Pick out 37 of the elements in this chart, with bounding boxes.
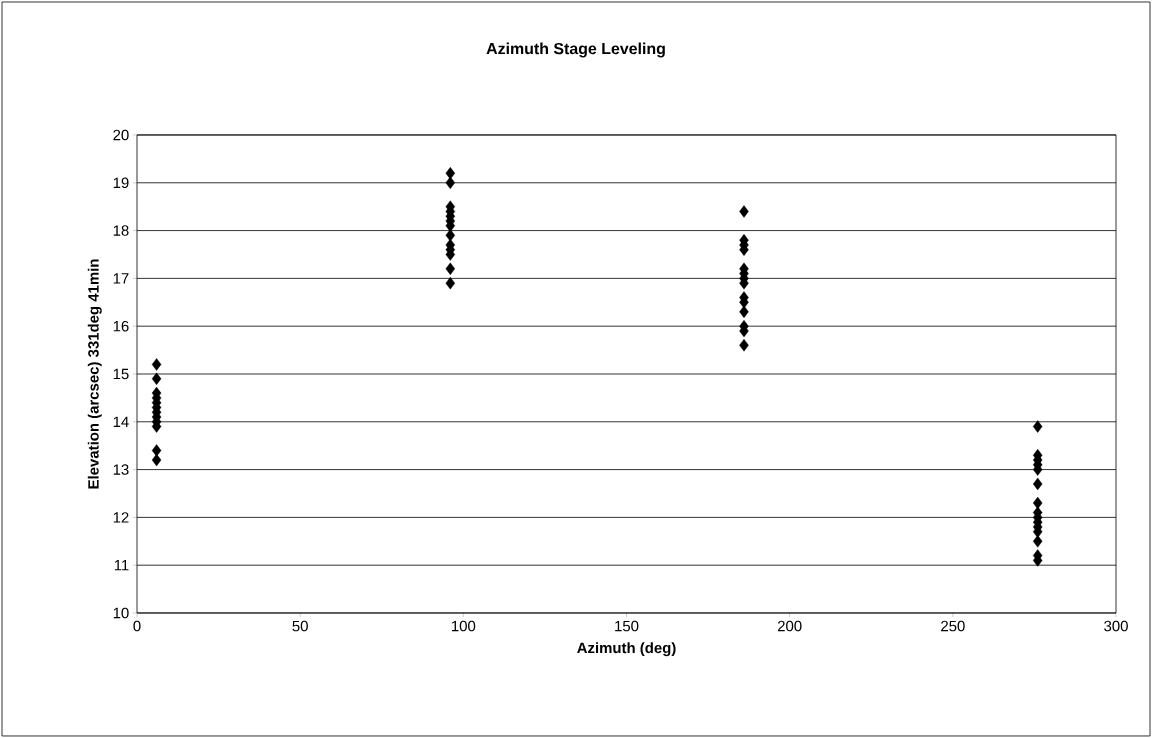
y-tick-label: 13 bbox=[113, 464, 129, 475]
point bbox=[151, 372, 162, 385]
point bbox=[739, 339, 749, 352]
point bbox=[1032, 477, 1043, 491]
y-tick-label: 16 bbox=[113, 320, 129, 332]
y-tick-label: 11 bbox=[114, 560, 129, 571]
point bbox=[445, 276, 455, 290]
point bbox=[1032, 496, 1043, 510]
y-tick-label: 18 bbox=[113, 225, 129, 236]
x-tick-label: 50 bbox=[292, 620, 308, 632]
point bbox=[151, 358, 162, 371]
point bbox=[151, 453, 162, 467]
point bbox=[739, 305, 749, 319]
y-tick-label: 19 bbox=[113, 177, 129, 189]
point bbox=[151, 444, 162, 457]
point bbox=[739, 205, 749, 218]
chart-title: Azimuth Stage Leveling bbox=[486, 42, 665, 58]
x-tick-label: 300 bbox=[1104, 620, 1128, 632]
point bbox=[445, 167, 455, 180]
point bbox=[445, 229, 455, 242]
y-tick-label: 17 bbox=[113, 273, 129, 284]
point bbox=[1032, 535, 1043, 548]
x-tick-label: 250 bbox=[941, 620, 965, 632]
point bbox=[445, 262, 455, 276]
y-tick-label: 12 bbox=[113, 512, 129, 523]
x-tick-label: 100 bbox=[452, 620, 476, 632]
point bbox=[445, 176, 455, 189]
x-axis-title: Azimuth (deg) bbox=[577, 642, 676, 657]
x-tick-label: 150 bbox=[615, 620, 639, 632]
y-axis-title: Elevation (arcsec) 331deg 41min bbox=[87, 259, 102, 489]
x-tick-label: 0 bbox=[133, 620, 141, 632]
y-tick-label: 15 bbox=[113, 368, 129, 380]
y-tick-label: 14 bbox=[113, 416, 129, 427]
y-tick-label: 20 bbox=[113, 129, 129, 141]
y-tick-label: 10 bbox=[113, 607, 129, 619]
x-tick-label: 200 bbox=[777, 620, 802, 632]
point bbox=[1032, 420, 1043, 433]
